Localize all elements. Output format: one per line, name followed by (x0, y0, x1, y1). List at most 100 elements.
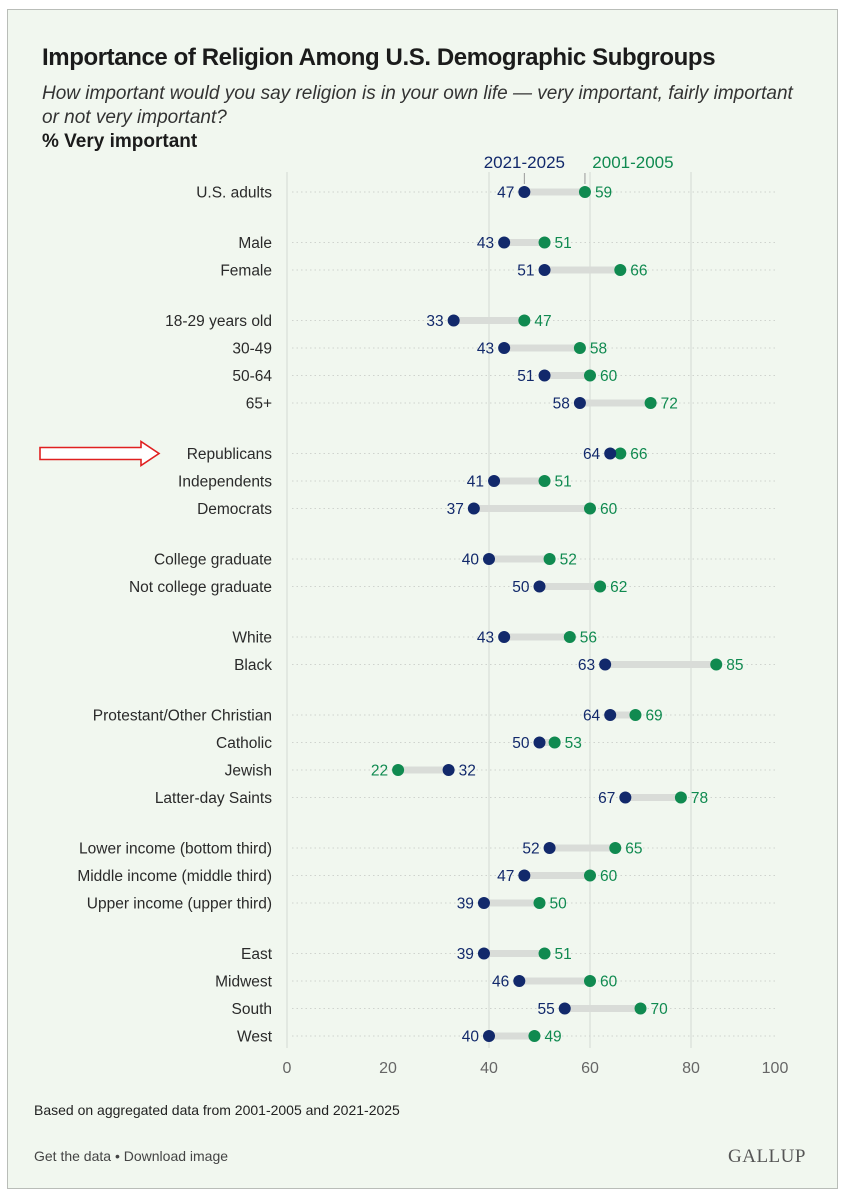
dot-2001-2005 (594, 580, 607, 593)
row-label: Independents (178, 474, 272, 491)
row-label: Latter-day Saints (155, 790, 272, 807)
row-label: Republicans (187, 446, 273, 463)
value-2021-2025: 39 (457, 896, 474, 913)
value-2021-2025: 47 (497, 868, 514, 885)
x-tick-label: 20 (379, 1060, 397, 1077)
highlight-arrow-icon (39, 440, 161, 467)
dot-2001-2005 (609, 842, 622, 854)
dot-2001-2005 (584, 502, 596, 515)
row-label: Lower income (bottom third) (79, 841, 272, 858)
download-image-link[interactable]: Download image (123, 1148, 229, 1164)
dot-2021-2025 (498, 342, 511, 354)
value-2001-2005: 85 (726, 657, 743, 674)
value-2021-2025: 50 (512, 735, 530, 752)
chart-card: Importance of Religion Among U.S. Demogr… (7, 9, 838, 1189)
dot-2021-2025 (538, 264, 551, 276)
value-2021-2025: 41 (467, 474, 484, 491)
value-2021-2025: 43 (477, 630, 494, 647)
dot-2021-2025 (442, 764, 455, 776)
dot-2001-2005 (538, 947, 551, 960)
value-2021-2025: 40 (462, 552, 480, 569)
dot-2001-2005 (584, 369, 596, 382)
dot-2021-2025 (604, 447, 617, 460)
row-label: Jewish (225, 763, 272, 780)
y-label: % Very important (42, 131, 198, 152)
dot-2021-2025 (467, 502, 480, 515)
value-2021-2025: 52 (522, 841, 539, 858)
value-2021-2025: 64 (583, 446, 601, 463)
value-2001-2005: 50 (550, 896, 568, 913)
dot-2001-2005 (584, 869, 596, 882)
gallup-logo: GALLUP (728, 1146, 806, 1167)
dot-2021-2025 (483, 553, 495, 565)
dot-2001-2005 (548, 736, 561, 749)
x-tick-label: 0 (283, 1060, 292, 1077)
dot-2001-2005 (578, 186, 591, 198)
value-2021-2025: 43 (477, 235, 494, 252)
value-2001-2005: 70 (651, 1001, 669, 1018)
value-2001-2005: 58 (590, 341, 607, 358)
row-label: Protestant/Other Christian (93, 708, 272, 725)
value-2021-2025: 51 (517, 368, 534, 385)
row-label: 65+ (246, 396, 272, 413)
dot-2021-2025 (538, 369, 551, 382)
row-label: West (237, 1029, 273, 1046)
dot-2021-2025 (498, 236, 511, 249)
value-2001-2005: 69 (645, 708, 662, 725)
dot-2001-2005 (629, 709, 642, 721)
value-2021-2025: 39 (457, 946, 474, 963)
dot-2021-2025 (477, 947, 490, 960)
value-2021-2025: 51 (517, 263, 534, 280)
row-label: South (231, 1001, 272, 1018)
value-2001-2005: 60 (600, 868, 618, 885)
dot-2001-2005 (528, 1030, 541, 1042)
dot-2001-2005 (538, 475, 551, 487)
dot-2021-2025 (518, 869, 531, 882)
value-2001-2005: 22 (371, 763, 388, 780)
value-2021-2025: 50 (512, 579, 530, 596)
dot-2021-2025 (483, 1030, 495, 1042)
row-label: Male (238, 235, 272, 252)
x-tick-label: 100 (762, 1060, 789, 1077)
row-label: College graduate (154, 552, 272, 569)
row-label: 50-64 (232, 368, 272, 385)
chart-title: Importance of Religion Among U.S. Demogr… (42, 44, 716, 71)
x-tick-label: 40 (480, 1060, 498, 1077)
row-label: East (241, 946, 273, 963)
value-2021-2025: 67 (598, 790, 615, 807)
dot-2001-2005 (710, 658, 723, 671)
dot-2021-2025 (599, 658, 612, 671)
chart-subtitle: How important would you say religion is … (42, 83, 793, 128)
dot-2001-2005 (614, 447, 627, 460)
value-2001-2005: 56 (580, 630, 597, 647)
legend-recent: 2021-2025 (484, 153, 565, 172)
value-2001-2005: 53 (565, 735, 582, 752)
dot-2001-2005 (634, 1002, 647, 1015)
value-2001-2005: 78 (691, 790, 708, 807)
dot-2021-2025 (518, 186, 531, 198)
value-2021-2025: 33 (426, 313, 443, 330)
value-2021-2025: 37 (447, 501, 464, 518)
chart-note: Based on aggregated data from 2001-2005 … (34, 1102, 400, 1118)
row-label: 30-49 (232, 341, 272, 358)
dot-2001-2005 (518, 314, 531, 327)
value-2001-2005: 51 (555, 235, 572, 252)
dot-2001-2005 (573, 342, 586, 354)
dot-2021-2025 (533, 580, 546, 593)
value-2021-2025: 47 (497, 185, 514, 202)
dot-2021-2025 (498, 631, 511, 643)
value-2001-2005: 59 (595, 185, 612, 202)
dot-2001-2005 (584, 975, 596, 987)
row-label: Democrats (197, 501, 272, 518)
dot-2021-2025 (488, 475, 501, 487)
get-data-link[interactable]: Get the data (34, 1148, 112, 1164)
legend-past: 2001-2005 (592, 153, 673, 172)
dot-2001-2005 (538, 236, 551, 249)
dot-2001-2005 (392, 764, 405, 776)
value-2001-2005: 60 (600, 368, 618, 385)
value-2001-2005: 52 (560, 552, 577, 569)
value-2021-2025: 43 (477, 341, 494, 358)
row-label: Black (234, 657, 272, 674)
dot-2021-2025 (533, 736, 546, 749)
